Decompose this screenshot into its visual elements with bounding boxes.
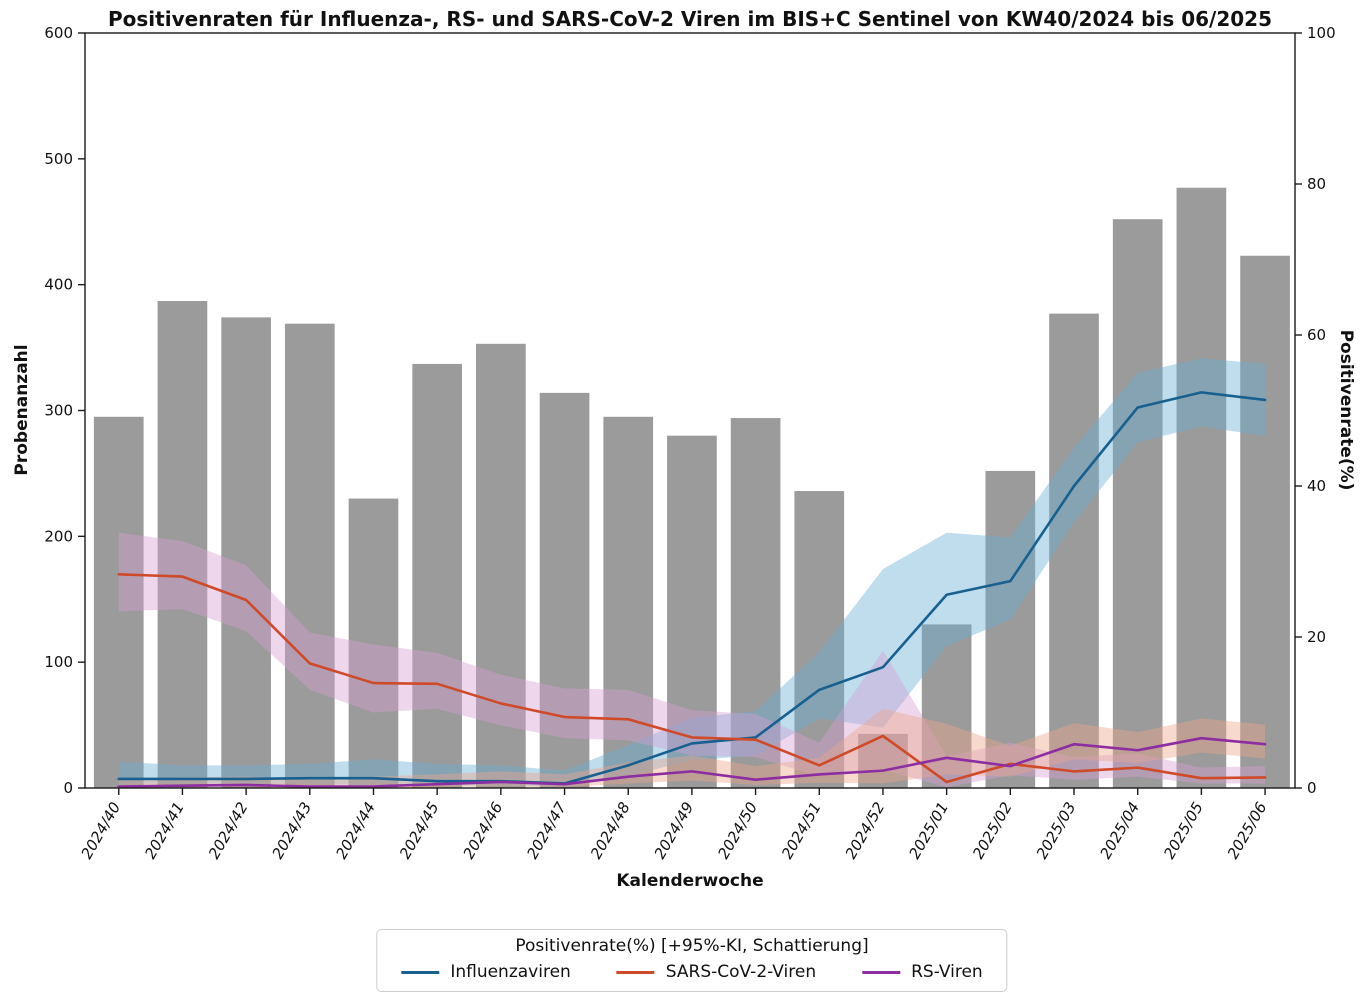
bar-2024/40 [93, 416, 144, 788]
right-tick-label: 20 [1307, 628, 1326, 646]
x-tick-label: 2025/03 [1033, 799, 1080, 862]
x-tick-label: 2025/06 [1224, 799, 1271, 862]
rs-ci-band [118, 708, 1266, 788]
left-tick-label: 300 [44, 402, 73, 420]
x-tick-label: 2024/48 [587, 799, 634, 862]
x-tick-label: 2024/45 [396, 799, 443, 862]
right-tick-label: 100 [1307, 24, 1336, 42]
x-tick-label: 2024/44 [332, 799, 379, 862]
x-tick-label: 2024/42 [205, 799, 252, 862]
x-tick-label: 2025/04 [1096, 799, 1143, 862]
x-tick-label: 2024/40 [77, 799, 124, 862]
legend-label-sars: SARS-CoV-2-Viren [665, 962, 817, 982]
bar-2024/45 [412, 363, 463, 788]
bar-2024/44 [348, 498, 399, 788]
right-axis-label: Positivenrate(%) [1336, 329, 1356, 491]
left-tick-label: 200 [44, 527, 73, 545]
left-tick-label: 500 [44, 150, 73, 168]
right-tick-label: 0 [1307, 779, 1317, 797]
legend: Positivenrate(%) [+95%-KI, Schattierung]… [376, 929, 1008, 992]
x-tick-label: 2024/49 [651, 799, 698, 862]
right-tick-label: 40 [1307, 477, 1326, 495]
bar-2024/42 [221, 317, 271, 788]
legend-item-rs: RS-Viren [862, 962, 983, 982]
bar-2024/43 [284, 323, 335, 788]
bar-2024/41 [157, 301, 208, 788]
left-tick-label: 0 [63, 779, 73, 797]
legend-row: Influenzaviren SARS-CoV-2-Viren RS-Viren [401, 962, 983, 982]
legend-item-sars: SARS-CoV-2-Viren [616, 962, 817, 982]
bar-2024/49 [667, 435, 717, 788]
influenza-line [117, 391, 1267, 785]
legend-item-influenza: Influenzaviren [401, 962, 571, 982]
x-tick-label: 2025/02 [969, 799, 1016, 862]
left-axis-label: Probenanzahl [12, 344, 32, 476]
bar-2024/47 [539, 392, 590, 788]
rs-line-swatch [862, 970, 901, 974]
x-tick-label: 2025/01 [905, 799, 952, 862]
bar-2025/05 [1176, 187, 1227, 788]
rs-line [117, 736, 1267, 788]
x-tick-label: 2024/43 [269, 799, 316, 862]
bar-2025/03 [1049, 313, 1099, 788]
x-tick-label: 2024/46 [460, 799, 507, 862]
left-tick-label: 400 [44, 276, 73, 294]
legend-label-influenza: Influenzaviren [450, 962, 571, 982]
bar-2024/48 [603, 416, 654, 788]
x-tick-label: 2025/05 [1160, 799, 1207, 862]
x-tick-label: 2024/50 [714, 799, 761, 862]
left-tick-label: 600 [44, 24, 73, 42]
chart-title: Positivenraten für Influenza-, RS- und S… [108, 7, 1272, 31]
x-axis-label: Kalenderwoche [616, 871, 764, 891]
sars-line [117, 573, 1267, 784]
influenza-ci-band [118, 358, 1266, 787]
x-tick-label: 2024/41 [141, 799, 188, 862]
bar-2025/04 [1112, 219, 1163, 788]
legend-label-rs: RS-Viren [911, 962, 983, 982]
bar-2025/02 [985, 470, 1036, 788]
bar-2024/51 [794, 491, 845, 788]
x-tick-label: 2024/51 [778, 799, 825, 862]
legend-title: Positivenrate(%) [+95%-KI, Schattierung] [515, 936, 869, 956]
x-tick-label: 2024/52 [842, 799, 889, 862]
right-tick-label: 80 [1307, 175, 1326, 193]
bar-2024/46 [476, 343, 526, 788]
x-tick-label: 2024/47 [523, 799, 570, 862]
right-tick-label: 60 [1307, 326, 1326, 344]
bar-2025/06 [1240, 255, 1290, 789]
influenza-line-swatch [401, 970, 440, 974]
left-tick-label: 100 [44, 653, 73, 671]
sars-line-swatch [616, 970, 655, 974]
